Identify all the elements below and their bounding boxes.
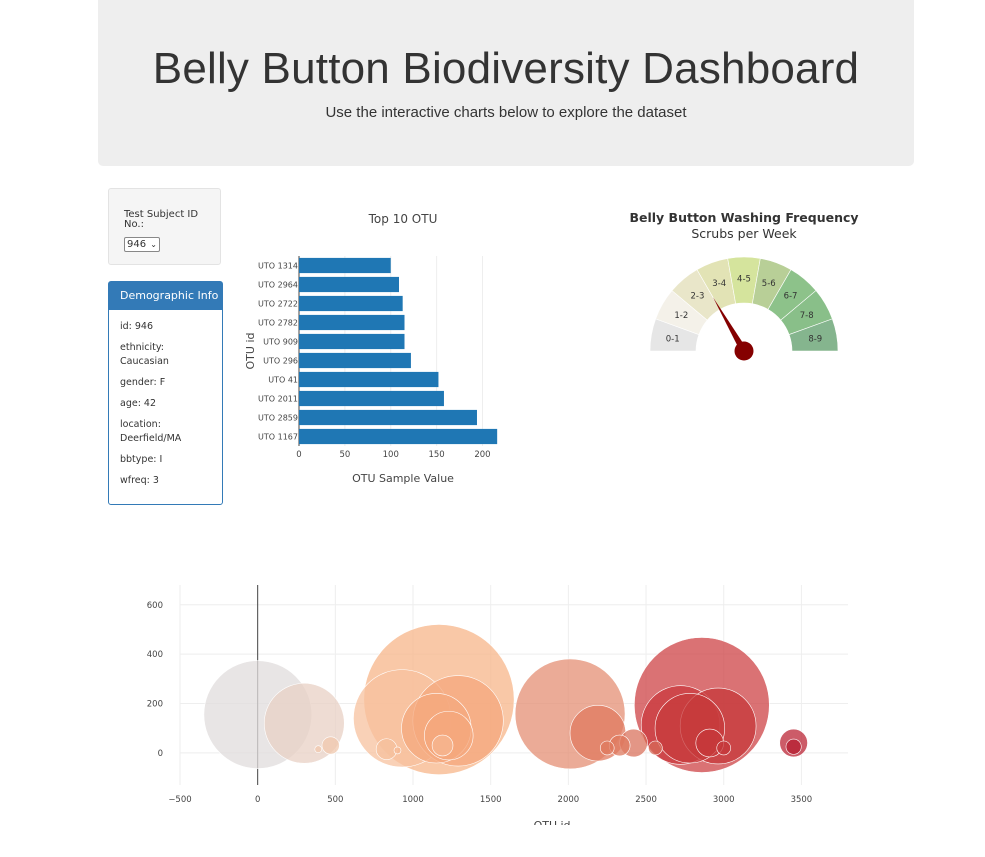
bubble — [648, 740, 663, 756]
demo-ethnicity: ethnicity: Caucasian — [120, 342, 169, 367]
subject-id-value: 946 — [127, 239, 147, 250]
gauge-segment — [788, 318, 839, 352]
gauge-segment-label: 4-5 — [737, 275, 751, 285]
demo-gender: gender: F — [120, 377, 166, 388]
chevron-down-icon: ⌄ — [150, 240, 157, 249]
bar-y-tick-label: UTO 2011 — [258, 395, 298, 404]
bar-x-tick-label: 200 — [474, 450, 490, 460]
bar — [299, 371, 439, 388]
demo-id: id: 946 — [120, 321, 154, 332]
otu-bubble-chart: 0 200 400 600 −500 0 500 1000 1500 2000 2500 3000 35… — [147, 585, 848, 825]
demo-bbtype: bbtype: I — [120, 454, 163, 465]
bubble-x-tick-label: 1000 — [402, 795, 424, 805]
gauge-segment-label: 1-2 — [674, 311, 688, 321]
panel-body: id: 946 ethnicity: Caucasian gender: F a… — [109, 310, 222, 505]
bar-y-tick-label: UTO 2782 — [258, 319, 298, 328]
gauge-title: Belly Button Washing Frequency — [629, 210, 858, 225]
bar-x-tick-label: 100 — [383, 450, 399, 460]
gauge-segment-label: 2-3 — [691, 292, 705, 302]
bar-y-axis-label: OTU id — [244, 333, 257, 370]
page-title: Belly Button Biodiversity Dashboard — [152, 44, 860, 93]
demo-location: location: Deerfield/MA — [120, 419, 182, 444]
bar — [299, 295, 403, 312]
page-subtitle: Use the interactive charts below to expl… — [325, 104, 687, 121]
bar-x-tick-label: 0 — [296, 450, 301, 460]
bubble — [314, 745, 323, 753]
selector-label: Test Subject ID No.: — [124, 209, 199, 230]
bubble-group — [203, 624, 808, 776]
bubble-y-tick-label: 400 — [147, 650, 163, 660]
gauge-needle-hub — [734, 341, 754, 361]
bar — [299, 314, 405, 331]
gauge-segment-label: 0-1 — [666, 334, 680, 344]
gauge-segment-label: 8-9 — [808, 334, 822, 344]
bar-y-tick-label: UTO 1314 — [258, 262, 298, 271]
gauge-segment-label: 5-6 — [762, 279, 776, 289]
demographic-info-panel: Demographic Info id: 946 ethnicity: Cauc… — [108, 281, 223, 505]
bar-x-axis-label: OTU Sample Value — [352, 472, 454, 485]
bubble-x-tick-label: 500 — [327, 795, 343, 805]
bar-y-tick-label: UTO 2859 — [258, 414, 298, 423]
bubble-x-tick-label: 1500 — [480, 795, 502, 805]
bubble — [716, 740, 731, 756]
bar — [299, 276, 399, 293]
bar — [299, 409, 477, 426]
bar — [299, 428, 498, 445]
top-otu-bar-chart: Top 10 OTU 0 50 100 150 200 UTO 1314 UTO 2964 UT… — [244, 212, 498, 485]
bubble-x-tick-label: 2000 — [558, 795, 580, 805]
bubble-x-tick-label: 3500 — [791, 795, 813, 805]
bar-x-tick-label: 150 — [428, 450, 444, 460]
gauge-needle — [713, 297, 748, 353]
bar-y-tick-label: UTO 909 — [263, 338, 298, 347]
bubble — [785, 738, 802, 755]
demo-wfreq: wfreq: 3 — [120, 475, 159, 486]
bar — [299, 333, 405, 350]
panel-heading: Demographic Info — [109, 282, 222, 310]
bubble-x-tick-label: −500 — [168, 795, 191, 805]
gauge-segment-label: 7-8 — [800, 311, 814, 321]
bar-y-tick-label: UTO 296 — [263, 357, 298, 366]
bubble — [431, 734, 454, 757]
bar — [299, 390, 444, 407]
bubble — [393, 746, 402, 755]
demo-age: age: 42 — [120, 398, 157, 409]
bar-x-tick-label: 50 — [339, 450, 350, 460]
bubble-x-tick-label: 2500 — [635, 795, 657, 805]
header-banner: Belly Button Biodiversity Dashboard Use … — [98, 0, 914, 166]
bar — [299, 257, 391, 274]
subject-selector-panel: Test Subject ID No.: 946 ⌄ — [108, 188, 221, 265]
bar — [299, 352, 411, 369]
bubble-y-tick-label: 200 — [147, 700, 163, 710]
subject-id-select[interactable]: 946 ⌄ — [124, 237, 160, 252]
bar-y-tick-label: UTO 2722 — [258, 300, 298, 309]
bubble-x-axis-label: OTU id — [534, 819, 571, 825]
bubble-x-tick-label: 3000 — [713, 795, 735, 805]
bar-y-tick-label: UTO 41 — [268, 376, 298, 385]
bubble — [599, 740, 615, 756]
gauge-segment-label: 6-7 — [784, 292, 798, 302]
bubble-y-tick-label: 600 — [147, 601, 163, 611]
bar-y-tick-label: UTO 1167 — [258, 433, 298, 442]
bubble-x-tick-label: 0 — [255, 795, 260, 805]
bubble-y-tick-label: 0 — [158, 749, 163, 759]
bar-chart-title: Top 10 OTU — [368, 212, 438, 226]
bar-y-tick-label: UTO 2964 — [258, 281, 298, 290]
gauge-segment-label: 3-4 — [712, 279, 726, 289]
gauge-subtitle: Scrubs per Week — [691, 226, 797, 241]
bubble — [321, 736, 340, 755]
